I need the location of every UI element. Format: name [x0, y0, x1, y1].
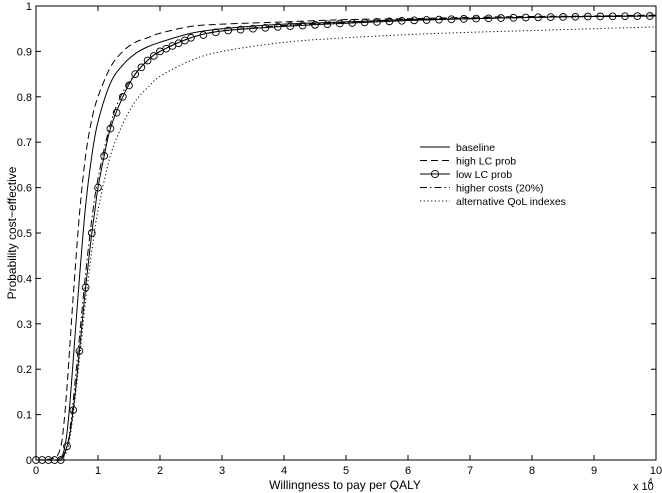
legend-item: alternative QoL indexes — [420, 196, 566, 208]
x-multiplier-exponent: 4 — [648, 477, 653, 486]
data-point — [156, 47, 164, 56]
legend-label: baseline — [456, 142, 495, 154]
y-tick-label: 0.4 — [17, 273, 32, 285]
series-layer — [32, 12, 657, 464]
data-point — [311, 20, 319, 29]
data-point — [385, 17, 394, 26]
data-point — [131, 70, 140, 78]
data-point — [174, 39, 183, 48]
plot-frame — [35, 5, 657, 461]
y-tick-label: 0 — [26, 455, 32, 467]
y-tick-label: 0.3 — [17, 319, 32, 331]
series-high-lc-prob — [35, 14, 657, 461]
data-point — [447, 15, 456, 24]
x-tick-label: 8 — [529, 465, 535, 477]
x-multiplier-label: x 10 — [633, 481, 654, 493]
series-line — [35, 15, 657, 461]
data-point — [112, 108, 121, 117]
legend-item: higher costs (20%) — [420, 183, 544, 195]
data-point — [373, 18, 381, 26]
legend-label: alternative QoL indexes — [456, 196, 566, 208]
x-tick-label: 4 — [281, 465, 287, 477]
x-axis-title: Willingness to pay per QALY — [269, 478, 421, 492]
y-tick-label: 0.6 — [17, 183, 32, 195]
series-line — [35, 15, 657, 462]
y-tick-label: 0.9 — [17, 46, 32, 58]
data-point — [87, 229, 96, 237]
series-line — [35, 14, 657, 461]
data-point — [422, 16, 431, 24]
y-tick-label: 0.5 — [17, 228, 32, 240]
legend-label: high LC prob — [456, 156, 516, 168]
x-tick-label: 9 — [591, 465, 597, 477]
data-point — [162, 44, 171, 53]
legend-label: higher costs (20%) — [456, 183, 544, 195]
legend-marker — [430, 169, 440, 179]
data-point — [286, 22, 295, 30]
legend-item: low LC prob — [420, 169, 512, 181]
data-point — [75, 347, 84, 355]
data-point — [137, 63, 146, 72]
data-point — [143, 56, 152, 65]
x-tick-label: 3 — [219, 465, 225, 477]
x-tick-label: 0 — [33, 465, 39, 477]
data-point — [168, 42, 177, 50]
plot-area — [35, 5, 657, 461]
data-point — [100, 151, 109, 160]
data-point — [187, 33, 195, 42]
data-point — [323, 20, 332, 29]
legend-label: low LC prob — [456, 169, 512, 181]
x-tick-label: 10 — [650, 465, 662, 477]
data-point — [180, 36, 189, 45]
x-tick-label: 2 — [157, 465, 163, 477]
data-point — [397, 16, 406, 25]
y-tick-label: 1 — [26, 1, 32, 13]
data-point — [81, 283, 90, 292]
y-tick-label: 0.2 — [17, 364, 32, 376]
x-tick-label: 5 — [343, 465, 349, 477]
series-higher-costs-20- — [35, 15, 657, 462]
data-point — [118, 92, 127, 101]
x-tick-label: 7 — [467, 465, 473, 477]
data-point — [360, 18, 369, 27]
y-tick-label: 0.8 — [17, 92, 32, 104]
data-point — [249, 24, 257, 33]
legend-item: high LC prob — [420, 156, 516, 168]
data-point — [335, 19, 344, 28]
data-point — [261, 23, 270, 32]
y-tick-label: 0.1 — [17, 410, 32, 422]
y-axis-title: Probability cost−effective — [5, 166, 19, 299]
x-tick-label: 1 — [95, 465, 101, 477]
x-tick-label: 6 — [405, 465, 411, 477]
data-point — [298, 21, 307, 30]
legend-item: baseline — [420, 142, 495, 154]
data-point — [435, 15, 443, 24]
data-point — [273, 23, 282, 31]
y-tick-label: 0.7 — [17, 137, 32, 149]
tick-labels: 0 1 2 3 4 5 6 7 8 9 10 0 0.1 0.2 0.3 0.4 0.5 0.6 0.7 0.8 0.9… — [17, 1, 662, 477]
data-point — [348, 19, 357, 27]
data-point — [410, 16, 419, 25]
data-point — [149, 52, 158, 60]
data-point — [94, 183, 102, 192]
